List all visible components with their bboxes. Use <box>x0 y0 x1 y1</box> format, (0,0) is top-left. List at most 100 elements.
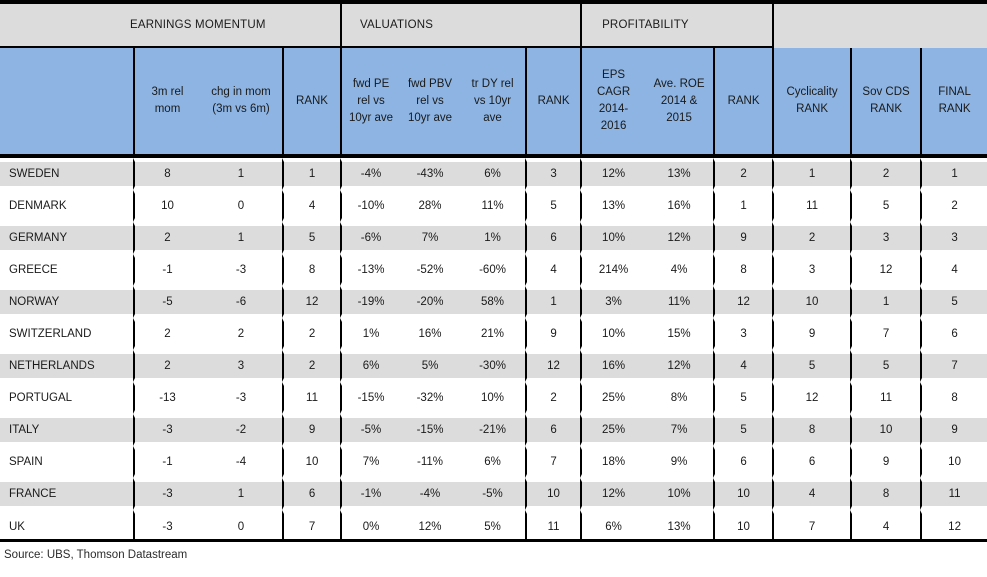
table-cell: 10% <box>645 478 714 510</box>
table-cell: 12 <box>713 286 773 318</box>
table-cell: 214% <box>580 254 645 286</box>
table-cell: 1 <box>282 158 341 190</box>
column-header-row: 3m rel mom chg in mom (3m vs 6m) RANK fw… <box>0 48 987 158</box>
table-cell: 11 <box>772 190 850 222</box>
table-cell: 11% <box>481 200 504 212</box>
table-cell: 5 <box>713 414 773 446</box>
table-cell: 12 <box>525 350 581 382</box>
country-label: SWITZERLAND <box>9 328 92 340</box>
table-cell: 3 <box>200 350 282 382</box>
table-cell: 10 <box>133 190 200 222</box>
table-cell: -6% <box>340 222 401 254</box>
table-row-greece: GREECE -1 -3 8 -13% -52% -60% 4 214% 4% … <box>0 254 987 286</box>
table-cell: 10 <box>525 478 581 510</box>
table-cell: 4 <box>282 190 340 222</box>
table-cell: -13% <box>340 254 400 286</box>
table-cell: 5 <box>282 222 341 254</box>
country-label: ITALY <box>0 414 133 446</box>
table-row-sweden: SWEDEN 8 1 1 -4% -43% 6% 3 12% 13% 2 1 2… <box>0 158 987 190</box>
table-cell: 10% <box>580 318 645 350</box>
source-note: Source: UBS, Thomson Datastream <box>4 549 188 561</box>
table-cell: 3 <box>713 318 772 350</box>
col-header-eps-cagr: EPS CAGR 2014- 2016 <box>580 48 646 158</box>
col-header-rank-valuations: RANK <box>525 48 581 158</box>
table-cell: 7 <box>850 318 920 350</box>
table-cell: 9 <box>282 414 341 446</box>
table-cell: 2 <box>772 222 851 254</box>
table-cell: 2 <box>713 158 773 190</box>
table-cell: -3 <box>133 414 200 446</box>
table-header: EARNINGS MOMENTUM VALUATIONS PROFITABILI… <box>0 0 987 158</box>
table-cell: 5 <box>525 190 580 222</box>
table-cell: 4 <box>850 510 921 542</box>
table-cell: 6 <box>525 414 581 446</box>
table-cell: 11 <box>850 382 920 414</box>
table-cell: 9% <box>670 456 688 468</box>
table-cell: 10 <box>850 414 921 446</box>
table-row-spain: SPAIN -1 -4 10 7% -11% 6% 7 18% 9% 6 6 9… <box>0 446 987 478</box>
table-cell: 8 <box>133 158 200 190</box>
table-cell: -15% <box>340 382 400 414</box>
country-label: GERMANY <box>0 222 133 254</box>
table-cell: -60% <box>479 264 506 276</box>
table-cell: 4 <box>525 254 580 286</box>
col-header-fwd-pe: fwd PE rel vs 10yr ave <box>340 48 401 158</box>
table-cell: 5% <box>460 510 526 542</box>
table-cell: -21% <box>460 414 526 446</box>
table-cell: 6 <box>525 222 581 254</box>
table-cell: -30% <box>460 350 526 382</box>
table-cell: 6 <box>282 478 341 510</box>
table-cell: 12 <box>772 382 850 414</box>
table-cell: 9 <box>920 414 987 446</box>
table-cell: -4% <box>400 478 461 510</box>
table-cell: 6% <box>484 456 501 468</box>
table-cell: 7 <box>920 350 987 382</box>
col-header-3m-rel-mom: 3m rel mom <box>133 48 200 158</box>
table-cell: -3 <box>133 510 200 542</box>
table-cell: 28% <box>418 200 442 212</box>
col-header-tr-dy: tr DY rel vs 10yr ave <box>460 48 526 158</box>
table-cell: -43% <box>400 158 461 190</box>
table-cell: 9 <box>850 446 920 478</box>
table-cell: 25% <box>580 382 645 414</box>
table-cell: 3 <box>850 222 921 254</box>
table-cell: 2 <box>282 350 341 382</box>
table-cell: 9 <box>713 222 773 254</box>
table-cell: -6 <box>200 286 282 318</box>
table-row-germany: GERMANY 2 1 5 -6% 7% 1% 6 10% 12% 9 2 3 … <box>0 222 987 254</box>
table-cell: 2 <box>133 350 200 382</box>
country-label: NORWAY <box>0 286 133 318</box>
table-cell: 18% <box>580 446 645 478</box>
table-cell: -20% <box>400 286 461 318</box>
table-cell: 3 <box>525 158 581 190</box>
table-cell: 1 <box>713 190 772 222</box>
table-cell: 2 <box>850 158 921 190</box>
group-header-earnings-momentum: EARNINGS MOMENTUM <box>0 0 341 48</box>
table-cell: -3 <box>235 392 247 404</box>
table-cell: 16% <box>667 200 691 212</box>
table-row-switzerland: SWITZERLAND 2 2 2 1% 16% 21% 9 10% 15% 3… <box>0 318 987 350</box>
table-cell: 13% <box>645 510 714 542</box>
table-cell: 11 <box>525 510 581 542</box>
table-cell: 7 <box>282 510 341 542</box>
table-cell: 4 <box>920 254 987 286</box>
table-cell: 9 <box>772 318 850 350</box>
table-cell: 58% <box>460 286 526 318</box>
table-cell: 1 <box>200 158 282 190</box>
group-header-profitability: PROFITABILITY <box>580 0 773 48</box>
table-cell: 25% <box>580 414 646 446</box>
table-cell: 6% <box>340 350 401 382</box>
table-cell: 6% <box>460 158 526 190</box>
table-cell: 1% <box>340 318 400 350</box>
table-cell: -5 <box>133 286 200 318</box>
table-cell: 15% <box>667 328 691 340</box>
table-row-italy: ITALY -3 -2 9 -5% -15% -21% 6 25% 7% 5 8… <box>0 414 987 446</box>
table-cell: 0% <box>340 510 401 542</box>
table-cell: 8 <box>920 382 987 414</box>
table-cell: 10% <box>580 222 646 254</box>
table-cell: 1 <box>200 478 282 510</box>
country-label: FRANCE <box>0 478 133 510</box>
table-cell: -5% <box>460 478 526 510</box>
country-label: NETHERLANDS <box>0 350 133 382</box>
